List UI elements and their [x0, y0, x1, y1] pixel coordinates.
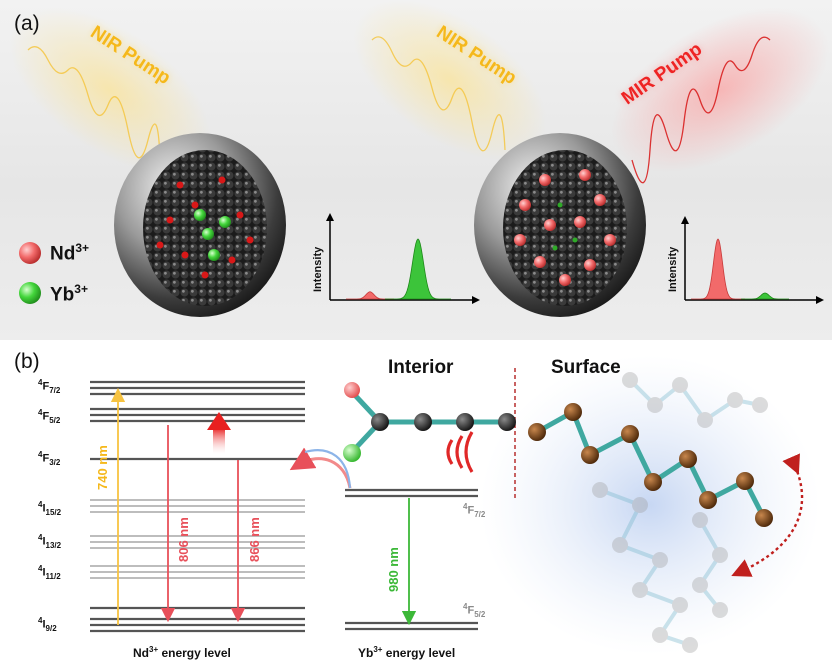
- surface-label: Surface: [551, 357, 621, 378]
- right-spectrum-axis-label: Intensity: [667, 246, 679, 292]
- legend-yb-ion: Yb: [50, 284, 75, 306]
- label-866: 866 nm: [247, 517, 262, 562]
- nd-level-4f72: 4F7/2: [38, 378, 61, 395]
- yb-level-4f52: 4F5/2: [463, 602, 486, 619]
- left-spectrum: [326, 213, 480, 304]
- nd-level-4f52: 4F5/2: [38, 408, 61, 425]
- legend-nd-ion: Nd: [50, 243, 76, 265]
- yb-energy-levels: [345, 488, 478, 631]
- left-yb-peak: [385, 238, 451, 300]
- panel-b: (b) 4F7/2 4F5/2 4F3/2 4I15/2 4I13/2 4I11…: [0, 340, 832, 672]
- legend-nd-ball: [19, 242, 41, 264]
- interior-ligand: [343, 382, 516, 462]
- thermal-up-arrow: [207, 412, 231, 454]
- right-spectrum: [681, 216, 824, 304]
- label-806: 806 nm: [176, 517, 191, 562]
- vibration-waves: [446, 431, 474, 473]
- nd-level-4f32: 4F3/2: [38, 450, 61, 467]
- legend-nd-charge: 3+: [75, 241, 90, 255]
- left-nd-peak: [346, 291, 394, 300]
- right-yb-peak: [741, 292, 789, 300]
- yb-level-4f72: 4F7/2: [463, 502, 486, 519]
- left-spectrum-axis-label: Intensity: [312, 246, 324, 292]
- forward-transfer-arrow: [304, 449, 352, 489]
- panel-a-label: (a): [14, 12, 40, 35]
- panel-b-graphics: [90, 355, 820, 655]
- label-980: 980 nm: [386, 547, 401, 592]
- swing-arrow: [731, 453, 804, 577]
- nd-level-4i92: 4I9/2: [38, 616, 57, 633]
- nd-caption: Nd3+ energy level: [133, 645, 231, 660]
- nd-level-4i132: 4I13/2: [38, 533, 62, 550]
- interior-label: Interior: [388, 357, 454, 378]
- legend-yb-ball: [19, 282, 41, 304]
- panel-b-label: (b): [14, 350, 40, 373]
- panel-a-graphics: [9, 0, 829, 317]
- yb-caption: Yb3+ energy level: [358, 645, 456, 660]
- right-nanoparticle: [474, 133, 646, 317]
- surface-ligand-faded: [592, 372, 768, 653]
- legend-yb-charge: 3+: [74, 282, 88, 296]
- panel-a: (a) NIR Pump NIR Pump MIR Pump Nd3+ Yb3+…: [0, 0, 832, 340]
- nd-level-4i112: 4I11/2: [38, 564, 61, 581]
- label-740: 740 nm: [95, 445, 110, 490]
- right-nd-peak: [691, 238, 745, 300]
- left-nanoparticle: [114, 133, 286, 317]
- back-transfer-arrow: [289, 447, 352, 489]
- nd-level-4i152: 4I15/2: [38, 500, 62, 517]
- nd-energy-levels: [90, 380, 305, 633]
- legend-yb: Yb3+: [50, 282, 88, 306]
- legend-nd: Nd3+: [50, 241, 89, 265]
